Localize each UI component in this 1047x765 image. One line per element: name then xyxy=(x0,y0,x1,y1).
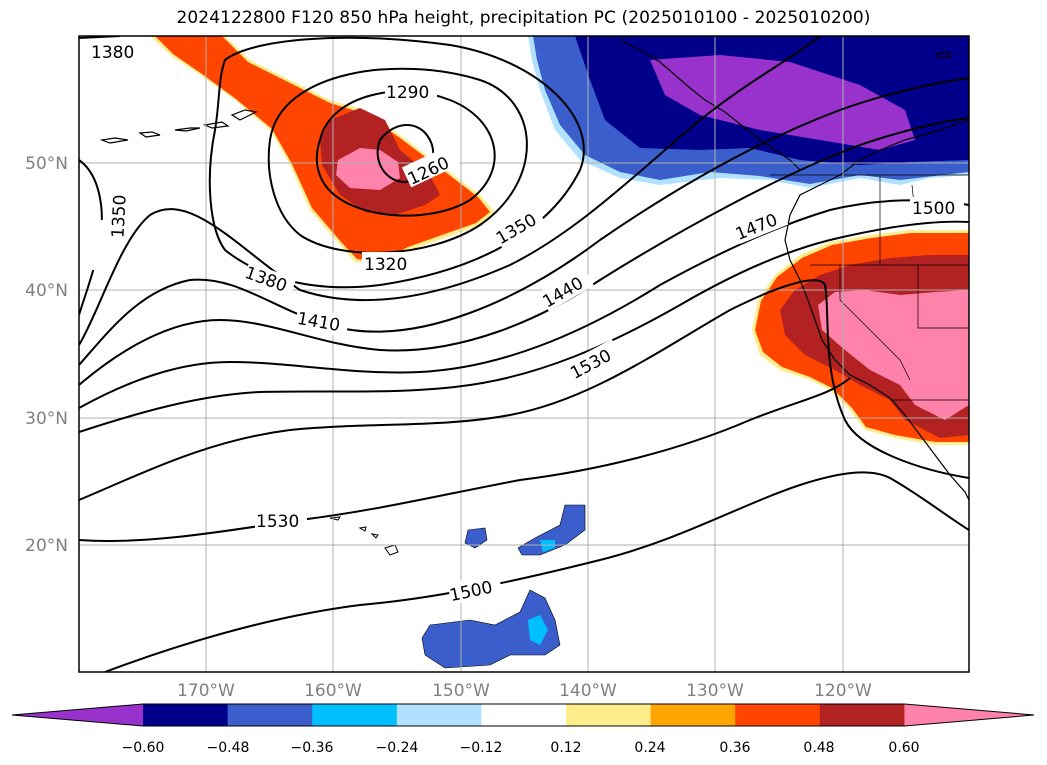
lon-label: 130°W xyxy=(686,681,744,701)
map-area: 1380 1290 1260 1350 1320 1380 1410 1350 … xyxy=(79,36,969,672)
contour-1500b xyxy=(104,471,969,672)
colorbar-extend-min xyxy=(12,704,143,726)
colorbar xyxy=(11,703,1035,727)
contour-1500 xyxy=(79,220,969,433)
colorbar-tick-label: −0.24 xyxy=(376,740,419,756)
contour-label: 1500 xyxy=(912,199,955,219)
colorbar-tick-label: −0.60 xyxy=(122,740,165,756)
contour-1530b xyxy=(79,377,851,542)
colorbar-segment xyxy=(650,704,736,726)
lat-label: 20°N xyxy=(25,536,68,556)
hawaiian-islands xyxy=(329,516,399,556)
colorbar-tick-label: 0.24 xyxy=(634,740,665,756)
colorbar-segment xyxy=(819,704,905,726)
contour-1350 xyxy=(208,36,585,289)
contour-1530 xyxy=(79,279,969,501)
colorbar-segment xyxy=(396,704,482,726)
political-borders xyxy=(770,174,969,401)
colorbar-tick-label: 0.36 xyxy=(719,740,750,756)
colorbar-segment xyxy=(566,704,652,726)
contour-label-group: 1380 1290 1260 1350 1320 1380 1410 1350 … xyxy=(88,40,964,606)
contour-label: 1350 xyxy=(108,194,130,238)
colorbar-segment xyxy=(481,704,567,726)
lat-label: 50°N xyxy=(25,154,68,174)
colorbar-tick-label: −0.12 xyxy=(460,740,503,756)
lat-label: 30°N xyxy=(25,409,68,429)
map-frame xyxy=(78,35,970,673)
height-contours xyxy=(79,36,969,672)
contour-1470 xyxy=(79,199,969,409)
lon-labels: 170°W 160°W 150°W 140°W 130°W 120°W xyxy=(177,681,872,701)
lon-label: 160°W xyxy=(304,681,362,701)
contour-1320 xyxy=(267,67,528,254)
colorbar-segment xyxy=(227,704,313,726)
contour-label: 1320 xyxy=(364,255,407,275)
contour-label: 1380 xyxy=(91,43,134,63)
colorbar-segment xyxy=(735,704,821,726)
lon-label: 150°W xyxy=(432,681,490,701)
lat-labels: 50°N 40°N 30°N 20°N xyxy=(25,154,68,556)
contour-label: 1290 xyxy=(386,83,429,103)
colorbar-tick-label: 0.48 xyxy=(803,740,834,756)
lon-label: 170°W xyxy=(177,681,235,701)
positive-anomaly-north xyxy=(150,36,495,265)
colorbar-segment xyxy=(312,704,398,726)
colorbar-tick-label: 0.12 xyxy=(550,740,581,756)
contour-1440 xyxy=(79,117,969,386)
colorbar-ticks: −0.60 −0.48 −0.36 −0.24 −0.12 0.12 0.24 … xyxy=(122,740,920,756)
map-title: 2024122800 F120 850 hPa height, precipit… xyxy=(176,8,871,28)
contour-1380 xyxy=(79,36,821,346)
colorbar-tick-label: 0.60 xyxy=(888,740,919,756)
colorbar-tick-label: −0.48 xyxy=(207,740,250,756)
colorbar-segment xyxy=(143,704,229,726)
negative-anomaly-north xyxy=(528,36,969,188)
colorbar-extend-max xyxy=(904,704,1034,726)
colorbar-tick-label: −0.36 xyxy=(291,740,334,756)
lon-label: 140°W xyxy=(559,681,617,701)
contour-1410 xyxy=(79,77,969,366)
lat-label: 40°N xyxy=(25,281,68,301)
lon-label: 120°W xyxy=(814,681,872,701)
contour-label: 1530 xyxy=(256,512,299,532)
negative-anomaly-south xyxy=(421,504,586,669)
colorbar-outline xyxy=(11,703,1035,727)
